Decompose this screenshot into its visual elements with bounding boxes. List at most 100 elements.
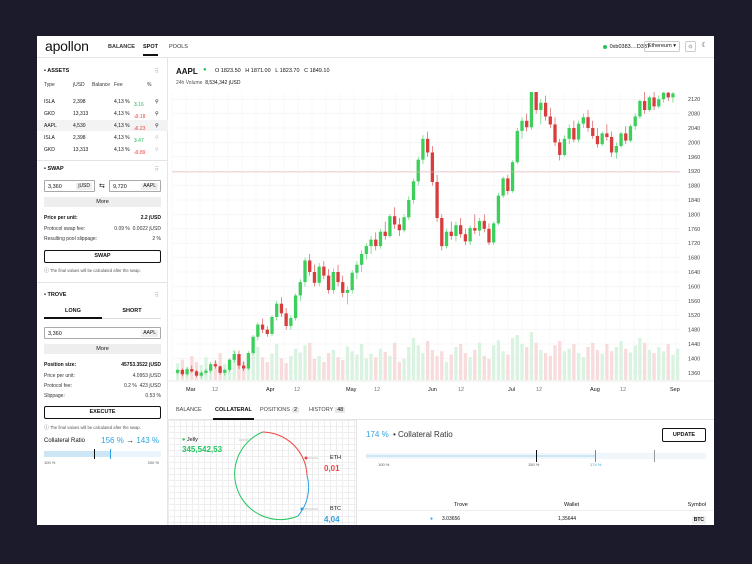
trove-amount-unit[interactable]: AAPL	[141, 330, 158, 337]
network-select[interactable]: Ethereum ▾	[643, 41, 680, 52]
collateral-ratio-fill	[44, 451, 110, 457]
sun-icon[interactable]: ☼	[685, 41, 696, 52]
nav-link-balance[interactable]: BALANCE	[108, 44, 135, 50]
collateral-scale-fill	[366, 455, 595, 457]
drag-handle-icon[interactable]: ⠿	[154, 167, 159, 173]
collateral-scale-marker-current[interactable]	[595, 450, 596, 462]
tab-positions[interactable]: POSITIONS 2	[260, 407, 300, 413]
collateral-scale[interactable]	[366, 450, 706, 462]
collateral-ratio-to: 143 %	[136, 436, 159, 445]
volume-bar	[619, 341, 623, 380]
pin-icon[interactable]: ⚲	[155, 147, 159, 153]
volume-bar	[666, 344, 670, 380]
chart-symbol[interactable]: AAPL	[176, 67, 198, 76]
collateral-ratio-marker[interactable]	[109, 449, 111, 459]
collateral-ratio-from: 156 %	[101, 436, 124, 445]
swap-from-input[interactable]: 3,360 jUSD	[44, 180, 95, 192]
x-axis-tick: 12	[458, 387, 464, 393]
wallet-address[interactable]: 0xb0383....D337	[602, 44, 650, 50]
volume-bar	[558, 341, 562, 380]
swap-to-input[interactable]: 9,720 AAPL	[109, 180, 161, 192]
asset-jusd: 2,398	[73, 135, 86, 141]
volume-bar	[454, 347, 458, 380]
wallet-address-text: 0xb0383....D337	[609, 44, 650, 50]
asset-row[interactable]: ISLA 2,398 4,13 % 3.16 ↑ ⚲	[37, 96, 168, 108]
swap-slippage-value: 2 %	[152, 236, 161, 242]
swap-price-value: 2.2 jUSD	[140, 215, 161, 221]
volume-bar	[364, 358, 368, 380]
candle-body	[444, 231, 449, 247]
volume-bar	[383, 351, 387, 380]
scale-label-current: 174 %	[590, 462, 602, 467]
trove-price-value: 4.0953 jUSD	[132, 373, 161, 379]
candle-body	[440, 218, 444, 247]
tab-collateral[interactable]: COLLATERAL	[213, 407, 254, 420]
drag-handle-icon[interactable]: ⠿	[154, 69, 159, 75]
drag-handle-icon[interactable]: ⠿	[154, 293, 159, 299]
y-axis-tick: 1560	[688, 299, 700, 305]
tab-long[interactable]: LONG	[65, 308, 81, 314]
candle-body	[501, 178, 505, 196]
swap-fee-detail: 0.09 % 0.0022 jUSD	[114, 226, 161, 232]
candle-body	[256, 324, 260, 337]
candle-body	[459, 225, 463, 235]
volume-bar	[421, 353, 425, 380]
asset-type: GKD	[44, 111, 55, 117]
volume-bar	[275, 344, 279, 380]
donut-label-jelly-text: Jelly	[186, 437, 198, 443]
update-button[interactable]: UPDATE	[662, 428, 706, 442]
asset-row[interactable]: ISLA 2,398 4,13 % 3.47 ↑ ⚲	[37, 132, 168, 144]
candle-body	[194, 371, 199, 376]
nav-link-pools[interactable]: POOLS	[169, 44, 188, 50]
asset-row[interactable]: AAPL 4,530 4,13 % -6.23 ↓ ⚲	[37, 120, 168, 132]
candle-body	[232, 354, 236, 360]
price-chart[interactable]: 2120 2080 2040 2000 1960 1920 1880 1840 1800 1760…	[168, 92, 714, 400]
pin-icon[interactable]: ⚲	[155, 123, 159, 129]
donut-arc-btc	[297, 474, 310, 517]
execute-button[interactable]: EXECUTE	[44, 406, 161, 419]
swap-button[interactable]: SWAP	[44, 250, 161, 263]
tab-balance[interactable]: BALANCE	[176, 407, 202, 413]
nav-link-spot[interactable]: SPOT	[143, 44, 158, 56]
pin-icon[interactable]: ⚲	[155, 99, 159, 105]
swap-to-unit[interactable]: AAPL	[141, 183, 158, 190]
volume-bar	[459, 344, 463, 380]
scale-label-min: 100 %	[378, 462, 390, 467]
y-axis-tick: 1920	[688, 169, 700, 175]
candle-body	[293, 295, 298, 319]
asset-row[interactable]: GKD 13,313 4,13 % -9.18 ↓ ⚲	[37, 108, 168, 120]
volume-bar	[435, 356, 439, 380]
candle-body	[336, 272, 340, 283]
collateral-ratio-slider[interactable]	[44, 449, 161, 459]
volume-bar	[331, 350, 335, 380]
candle-body	[671, 93, 675, 98]
moon-icon[interactable]: ☾	[701, 42, 708, 49]
tab-history[interactable]: HISTORY 48	[309, 407, 346, 413]
swap-more-button[interactable]: More	[44, 197, 161, 207]
volume-bar	[605, 344, 609, 380]
swap-arrows-icon[interactable]: ⇆	[99, 183, 105, 190]
trove-note: The final values will be calculated afte…	[44, 424, 141, 431]
chevron-down-icon: ▾	[673, 43, 676, 49]
candle-body	[581, 117, 585, 124]
swap-from-unit[interactable]: jUSD	[76, 183, 92, 190]
collateral-symbol: BTC	[691, 516, 706, 524]
pin-icon[interactable]: ⚲	[155, 135, 159, 141]
candle-body	[543, 102, 548, 117]
candle-body	[383, 231, 387, 236]
volume-bar	[345, 346, 350, 380]
volume-bar	[298, 352, 302, 380]
trove-amount-input[interactable]: 3,360 AAPL	[44, 327, 161, 339]
volume-bar	[661, 351, 666, 380]
asset-dot-icon: ●	[430, 516, 434, 522]
candle-body	[562, 138, 567, 155]
asset-row[interactable]: GKD 13,313 4,13 % -9.89 ↓ ⚲	[37, 144, 168, 156]
x-axis-tick: Jul	[508, 387, 515, 393]
pin-icon[interactable]: ⚲	[155, 111, 159, 117]
candle-body	[586, 117, 590, 128]
trove-more-button[interactable]: More	[44, 344, 161, 354]
candle-body	[411, 181, 416, 200]
collateral-ratio-marker[interactable]	[94, 449, 96, 459]
candle-body	[515, 130, 519, 163]
tab-short[interactable]: SHORT	[122, 308, 142, 314]
